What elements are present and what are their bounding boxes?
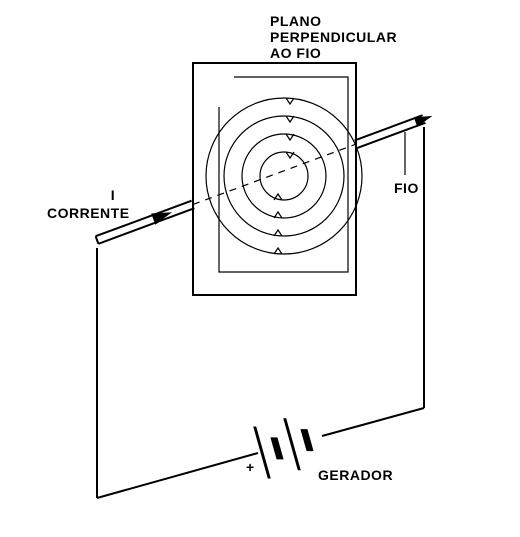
label-current-symbol: I	[111, 187, 115, 203]
label-plane-line1: PLANO	[270, 13, 322, 29]
perpendicular-plane-outer	[193, 63, 356, 295]
label-plane-line2: PERPENDICULAR	[270, 29, 397, 45]
conducting-wire	[96, 115, 426, 244]
field-direction-arrows	[274, 98, 294, 254]
label-plane-line3: AO FIO	[270, 45, 321, 61]
magnetic-field-lines	[206, 98, 362, 254]
label-wire: FIO	[394, 180, 419, 196]
perpendicular-plane-inner	[219, 77, 348, 272]
label-generator: GERADOR	[318, 467, 393, 483]
magnetic-field-diagram: PLANO PERPENDICULAR AO FIO FIO I CORRENT…	[0, 0, 520, 537]
label-plus: +	[246, 459, 255, 475]
battery-generator	[253, 418, 313, 478]
label-current-word: CORRENTE	[47, 205, 130, 221]
